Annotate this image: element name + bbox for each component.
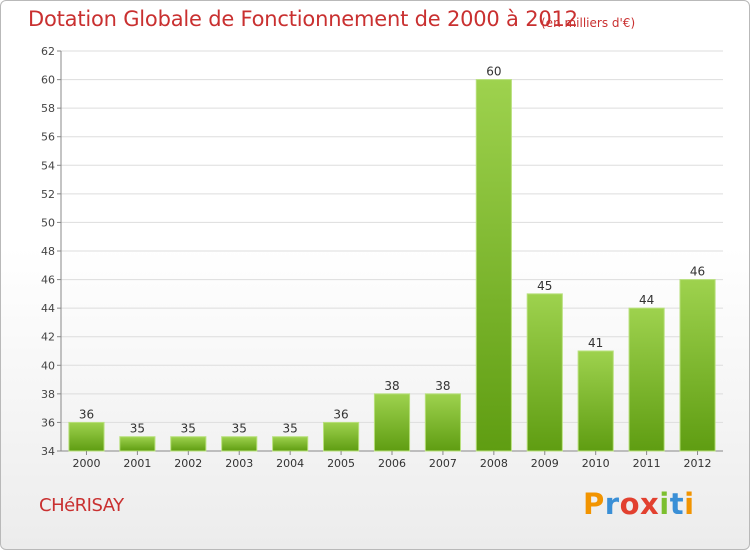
bar-value-label: 41 <box>588 336 603 350</box>
x-tick-label: 2008 <box>480 457 508 470</box>
x-tick-label: 2003 <box>225 457 253 470</box>
y-tick-label: 60 <box>41 74 55 87</box>
bar-value-label: 35 <box>130 422 145 436</box>
bar-value-label: 35 <box>232 422 247 436</box>
bar <box>424 393 461 452</box>
y-tick-label: 36 <box>41 416 55 429</box>
chart-subtitle: (en milliers d'€) <box>541 16 636 30</box>
bar <box>221 436 258 452</box>
y-tick-label: 48 <box>41 245 55 258</box>
bar <box>272 436 309 452</box>
commune-name: CHéRISAY <box>39 495 124 516</box>
x-tick-label: 2010 <box>582 457 610 470</box>
y-tick-label: 50 <box>41 216 55 229</box>
x-tick-label: 2006 <box>378 457 406 470</box>
x-tick-label: 2002 <box>174 457 202 470</box>
bar <box>170 436 207 452</box>
y-tick-label: 42 <box>41 331 55 344</box>
bar-value-label: 44 <box>639 293 654 307</box>
bar <box>119 436 156 452</box>
bar-value-label: 36 <box>79 407 94 421</box>
y-tick-label: 44 <box>41 302 55 315</box>
x-tick-label: 2011 <box>633 457 661 470</box>
bar-value-label: 60 <box>486 65 501 79</box>
y-tick-label: 56 <box>41 131 55 144</box>
bar-value-label: 45 <box>537 279 552 293</box>
y-tick-label: 34 <box>41 445 55 458</box>
bar-value-label: 35 <box>181 422 196 436</box>
x-tick-label: 2000 <box>72 457 100 470</box>
bar-value-label: 38 <box>435 379 450 393</box>
y-tick-label: 58 <box>41 102 55 115</box>
bar-value-label: 46 <box>690 265 705 279</box>
chart-title: Dotation Globale de Fonctionnement de 20… <box>28 7 578 31</box>
proxiti-logo[interactable]: Proxiti <box>583 487 695 521</box>
bar <box>679 279 716 452</box>
bar-value-label: 38 <box>384 379 399 393</box>
bar <box>373 393 411 452</box>
bar <box>475 79 512 452</box>
x-tick-label: 2001 <box>123 457 151 470</box>
x-tick-label: 2012 <box>684 457 712 470</box>
y-tick-label: 40 <box>41 359 55 372</box>
x-tick-label: 2009 <box>531 457 559 470</box>
bar-value-label: 36 <box>333 407 348 421</box>
x-tick-label: 2007 <box>429 457 457 470</box>
y-tick-label: 38 <box>41 388 55 401</box>
bar <box>577 350 614 452</box>
bar-value-label: 35 <box>283 422 298 436</box>
y-tick-label: 52 <box>41 188 55 201</box>
y-tick-label: 62 <box>41 45 55 58</box>
x-tick-label: 2005 <box>327 457 355 470</box>
x-tick-label: 2004 <box>276 457 304 470</box>
bar <box>68 421 105 452</box>
bar <box>628 307 665 452</box>
y-tick-label: 54 <box>41 159 55 172</box>
bar <box>526 293 563 452</box>
y-tick-label: 46 <box>41 274 55 287</box>
bar <box>323 421 360 452</box>
